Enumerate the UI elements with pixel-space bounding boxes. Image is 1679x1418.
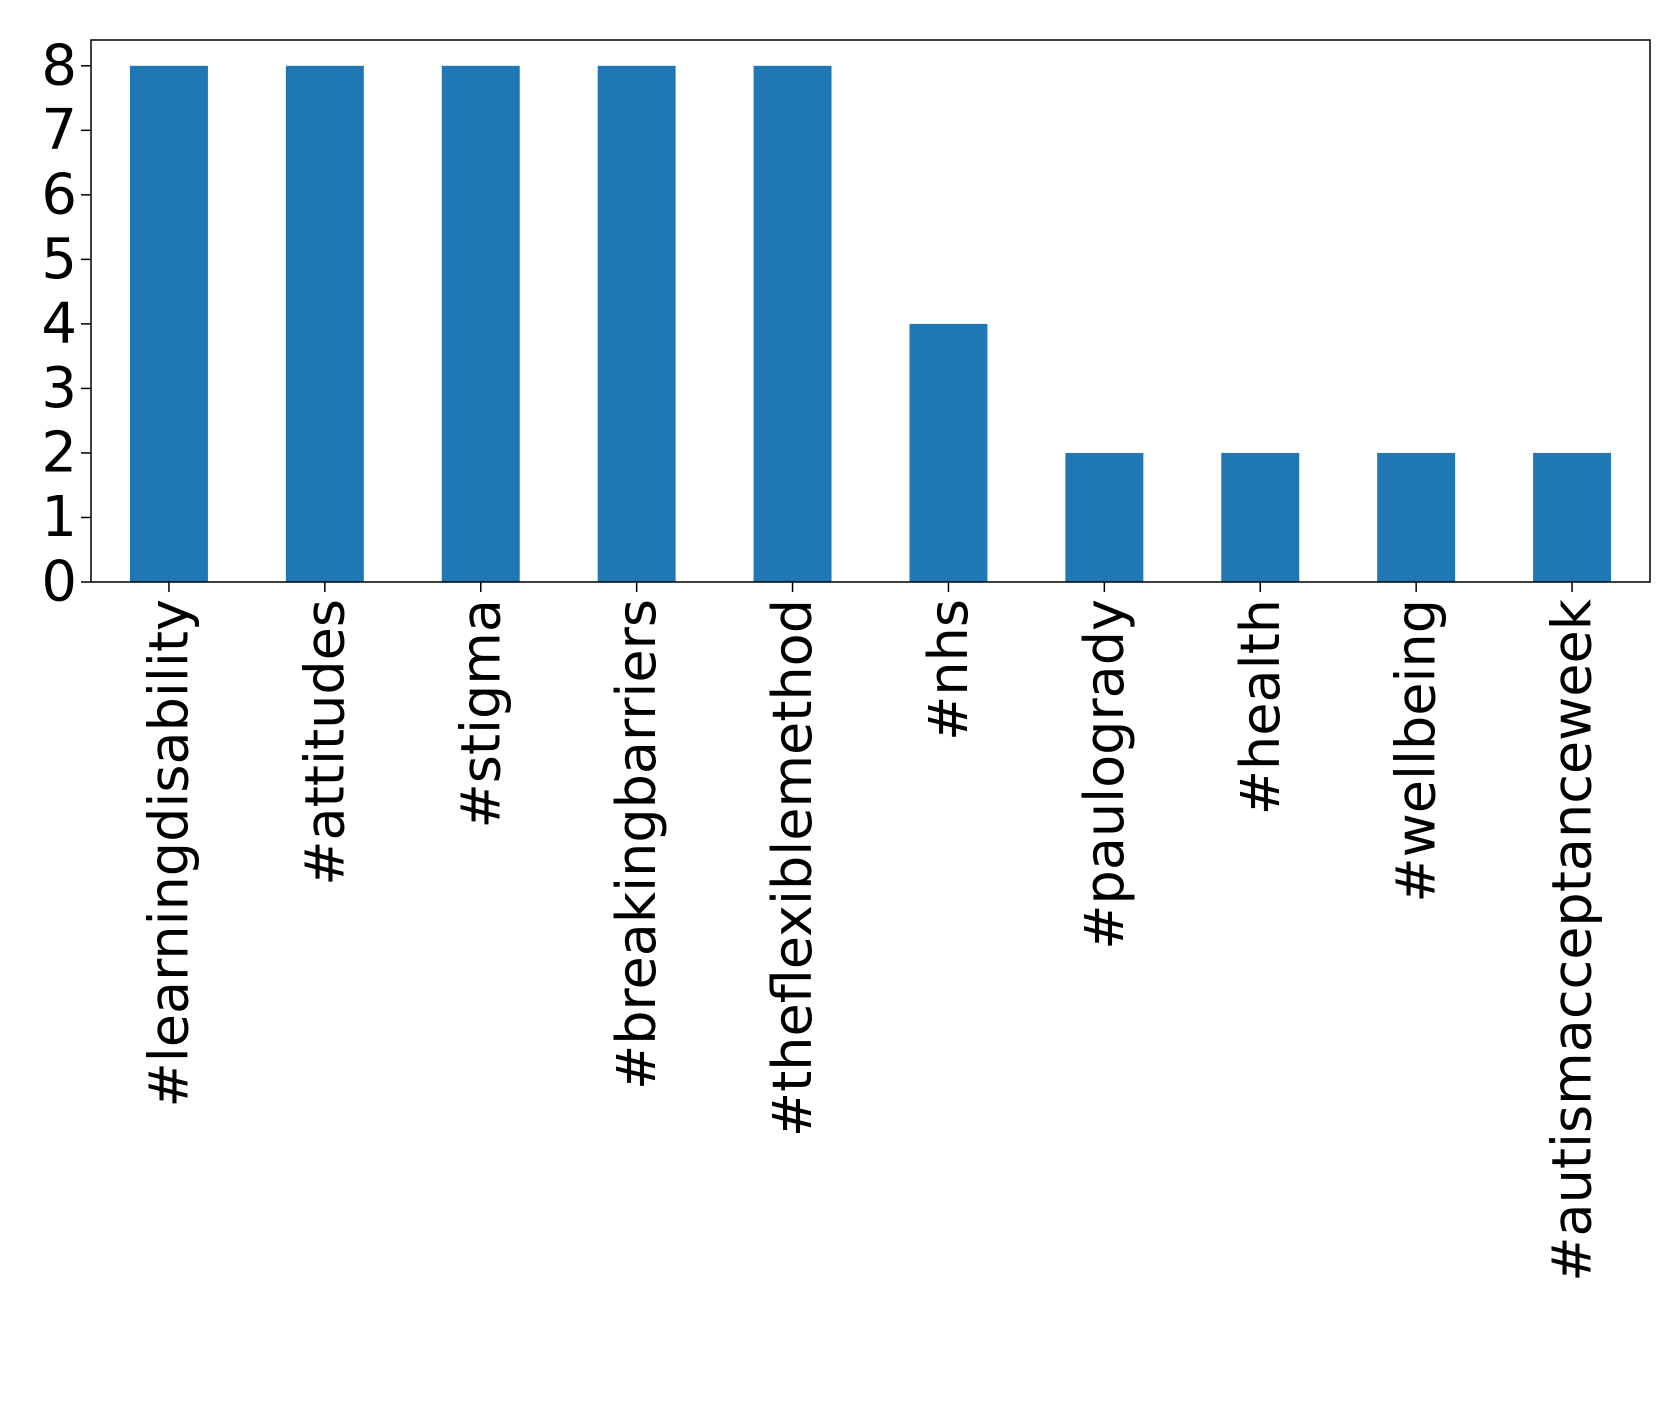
y-tick-label-0: 0: [41, 550, 77, 615]
y-tick-label-4: 4: [41, 291, 77, 356]
y-tick-label-1: 1: [41, 485, 77, 550]
y-tick-label-8: 8: [41, 33, 77, 98]
x-tick-label-5: #nhs: [917, 599, 980, 741]
y-tick-label-3: 3: [41, 356, 77, 421]
plot-area-frame: [90, 39, 1651, 583]
x-tick-label-7: #health: [1229, 599, 1292, 815]
bars-group: [129, 65, 1612, 583]
x-tick-label-4: #theflexiblemethod: [761, 599, 824, 1137]
y-tick-label-7: 7: [41, 98, 77, 163]
y-tick-label-5: 5: [41, 227, 77, 292]
x-tick-label-2: #stigma: [449, 599, 512, 829]
x-tick-label-6: #paulogrady: [1073, 599, 1136, 950]
bar-6: [1065, 452, 1144, 582]
x-tick-label-9: #autismacceptanceweek: [1541, 598, 1604, 1281]
x-tick-label-0: #learningdisability: [137, 599, 200, 1107]
bar-2: [441, 65, 520, 583]
bar-1: [285, 65, 364, 583]
y-tick-label-2: 2: [41, 420, 77, 485]
x-tick-label-3: #breakingbarriers: [605, 599, 668, 1090]
bar-9: [1533, 452, 1612, 582]
bar-4: [753, 65, 832, 583]
bar-8: [1377, 452, 1456, 582]
x-tick-label-8: #wellbeing: [1385, 599, 1448, 903]
bar-5: [909, 323, 988, 582]
bar-7: [1221, 452, 1300, 582]
bar-0: [129, 65, 208, 583]
x-axis: #learningdisability #attitudes #stigma #bre…: [137, 582, 1604, 1282]
y-tick-label-6: 6: [41, 162, 77, 227]
x-tick-label-1: #attitudes: [293, 599, 356, 886]
bar-3: [597, 65, 676, 583]
